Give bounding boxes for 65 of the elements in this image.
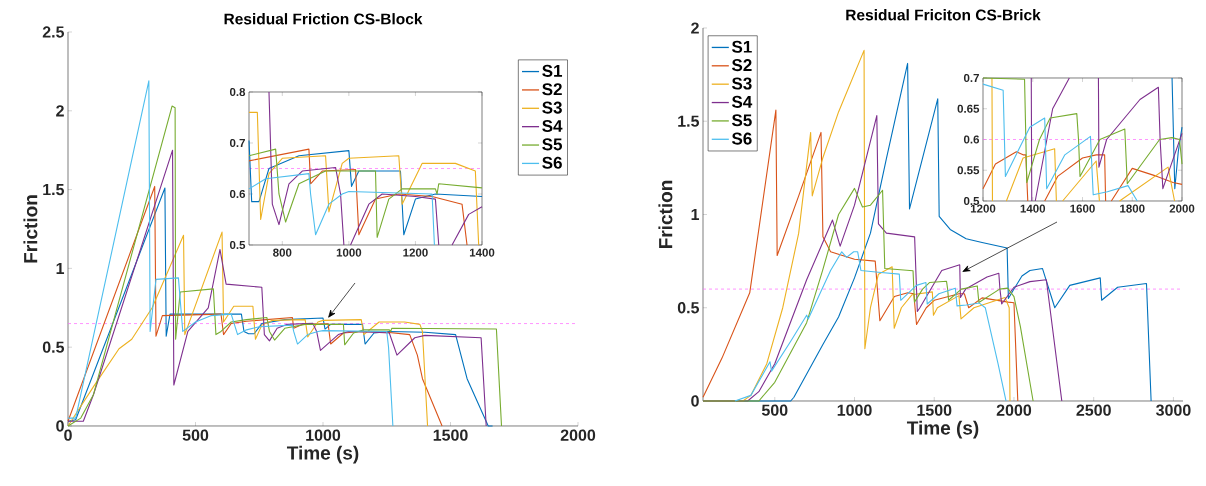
line-series [67, 80, 394, 427]
y-tick-label: 0.65 [957, 104, 980, 113]
legend-label: S2 [542, 83, 562, 96]
x-axis-title: Time (s) [286, 445, 359, 464]
y-tick-label: 1 [691, 208, 700, 220]
chart-title: Residual Friction CS-Block [224, 13, 423, 25]
y-axis-title: Friction [23, 195, 38, 263]
legend-label: S6 [542, 156, 562, 169]
y-tick-label: 2.5 [42, 26, 65, 38]
y-tick-label: 1.5 [43, 184, 65, 196]
legend-label: S6 [731, 132, 752, 145]
y-tick-label: 0.55 [957, 166, 980, 175]
line-series [248, 111, 480, 246]
line-series [734, 251, 1007, 402]
x-tick-label: 1400 [1020, 204, 1046, 213]
line-series [982, 83, 1138, 202]
x-tick-label: 1800 [1120, 204, 1145, 213]
x-tick-label: 1200 [403, 248, 428, 257]
legend-label: S4 [542, 119, 563, 133]
x-tick-label: 1000 [336, 248, 362, 257]
y-axis-title: Friction [658, 180, 673, 249]
x-tick-label: 2000 [560, 429, 596, 441]
line-series [67, 105, 503, 427]
y-tick-label: 0 [56, 420, 64, 432]
y-tick-label: 1 [56, 262, 65, 274]
x-tick-label: 2000 [996, 404, 1032, 416]
y-tick-label: 0.7 [229, 138, 245, 148]
x-tick-label: 800 [273, 248, 292, 257]
x-tick-label: 1000 [837, 404, 872, 416]
x-tick-label: 2000 [1169, 204, 1195, 213]
line-series [248, 173, 435, 246]
y-tick-label: 0.7 [963, 73, 979, 83]
y-tick-label: 0.6 [963, 135, 980, 144]
line-series [1171, 77, 1183, 190]
x-tick-label: 1500 [433, 429, 468, 441]
x-tick-label: 1000 [306, 429, 341, 441]
chart-title: Residual Friciton CS-Brick [846, 9, 1041, 21]
x-tick-label: 1600 [1070, 204, 1095, 213]
legend-label: S5 [731, 114, 752, 127]
line-series [982, 77, 1183, 185]
legend-label: S5 [542, 138, 563, 151]
y-tick-label: 0.5 [42, 341, 65, 353]
y-tick-label: 1.5 [678, 115, 700, 127]
x-tick-label: 500 [182, 429, 209, 441]
x-tick-label: 2500 [1076, 404, 1111, 416]
y-tick-label: 0 [691, 395, 699, 407]
y-tick-label: 2 [691, 22, 699, 34]
x-tick-label: 3000 [1156, 404, 1191, 416]
x-tick-label: 1400 [469, 248, 495, 257]
x-tick-label: 1500 [917, 404, 952, 416]
legend-label: S1 [731, 40, 752, 53]
legend-label: S3 [731, 77, 752, 90]
x-tick-label: 1200 [970, 204, 996, 213]
legend-label: S4 [731, 95, 753, 108]
y-tick-label: 0.6 [229, 189, 246, 199]
y-tick-label: 0.5 [229, 240, 246, 250]
y-tick-label: 0.8 [229, 87, 246, 97]
line-series [67, 231, 429, 427]
y-tick-label: 0.5 [677, 302, 700, 314]
x-axis-title: Time (s) [906, 420, 979, 439]
y-tick-label: 2 [56, 105, 64, 117]
x-tick-label: 500 [761, 404, 788, 416]
legend-label: S1 [542, 64, 563, 77]
legend-label: S3 [542, 101, 562, 114]
legend-label: S2 [731, 59, 752, 72]
